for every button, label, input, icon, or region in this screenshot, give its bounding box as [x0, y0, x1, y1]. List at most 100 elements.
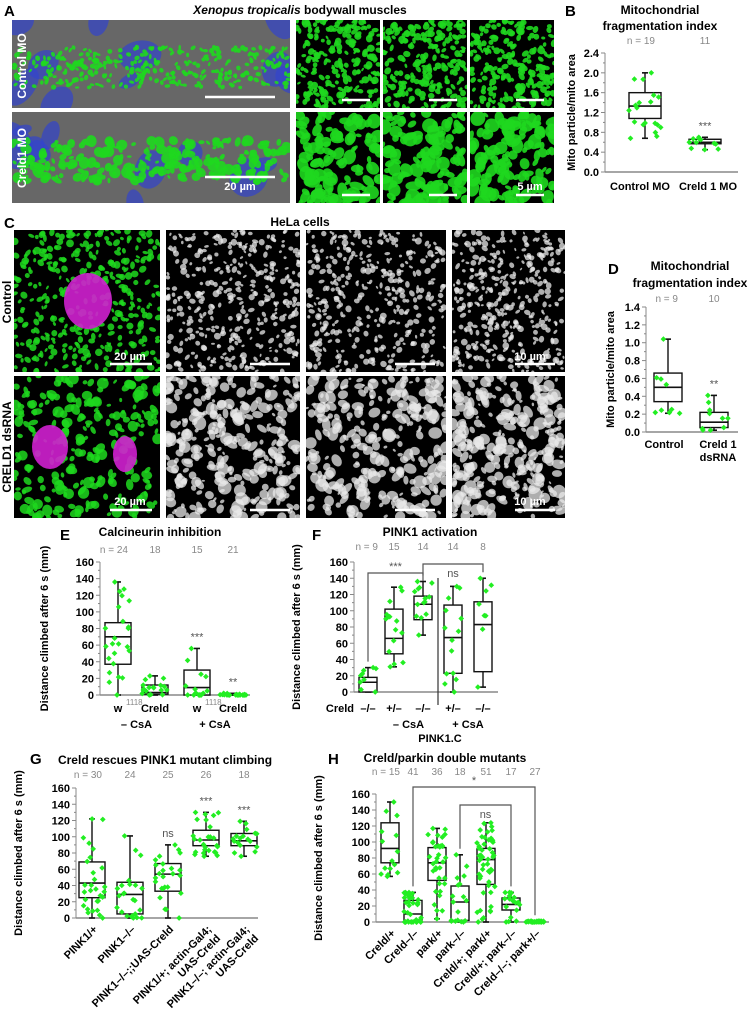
data-point — [184, 657, 191, 664]
y-tick-label: 20 — [358, 901, 370, 913]
mitochondrion-mark — [82, 48, 87, 51]
mitochondrion-mark — [497, 57, 502, 63]
mitochondrion-mark — [49, 230, 55, 237]
mitochondrion-mark — [550, 39, 554, 48]
mitochondrion-mark — [242, 274, 247, 278]
box-iqr — [473, 601, 493, 673]
mitochondrion-mark — [456, 23, 463, 31]
mitochondrion-mark — [116, 246, 121, 252]
mitochondrion-mark — [488, 188, 500, 202]
mitochondrion-mark — [71, 45, 76, 50]
mitochondrion-mark — [41, 305, 44, 310]
mitochondrion-mark — [168, 136, 178, 146]
mitochondrion-mark — [383, 119, 392, 135]
mitochondrion-mark — [336, 48, 343, 55]
mitochondrion-mark — [435, 157, 442, 164]
mitochondrion-mark — [341, 239, 349, 247]
data-point — [126, 597, 133, 604]
mitochondrion-mark — [117, 324, 123, 330]
mitochondrion-mark — [250, 279, 256, 284]
mitochondrion-mark — [169, 80, 174, 85]
mitochondrion-mark — [42, 248, 48, 253]
mitochondrion-mark — [35, 311, 40, 318]
mitochondrion-mark — [225, 362, 232, 368]
mitochondrion-mark — [395, 304, 401, 309]
mitochondrion-mark — [241, 344, 245, 348]
mitochondrion-mark — [484, 62, 489, 67]
mitochondrion-mark — [98, 84, 104, 88]
mitochondrion-mark — [449, 93, 458, 99]
panel-a-label: A — [4, 3, 15, 20]
mitochondrion-mark — [268, 49, 272, 55]
mitochondrion-mark — [130, 341, 137, 349]
mitochondrion-mark — [485, 118, 500, 133]
panel-label: B — [565, 3, 576, 20]
y-tick-label: 0 — [364, 917, 370, 929]
mitochondrion-mark — [125, 367, 132, 372]
data-point — [701, 146, 708, 153]
mitochondrion-mark — [548, 97, 553, 102]
mitochondrion-mark — [430, 79, 434, 85]
data-point — [147, 673, 153, 679]
mitochondrion-mark — [171, 292, 176, 297]
mitochondrion-mark — [231, 355, 236, 361]
mitochondrion-mark — [87, 69, 94, 76]
y-tick-label: 20 — [58, 897, 70, 909]
mitochondrion-mark — [19, 155, 28, 161]
group-label: – CsA — [121, 719, 152, 731]
category-label: dsRNA — [700, 452, 737, 464]
data-point — [99, 816, 106, 823]
mitochondrion-mark — [355, 60, 360, 63]
mitochondrion-mark — [354, 25, 361, 31]
mitochondrion-mark — [384, 95, 392, 103]
mitochondrion-mark — [98, 333, 102, 338]
mitochondrion-mark — [263, 68, 267, 73]
data-point — [115, 604, 122, 610]
data-point — [106, 679, 113, 686]
mitochondrion-mark — [219, 331, 227, 337]
bracket-label: *** — [389, 561, 403, 573]
mitochondrion-mark — [422, 67, 429, 73]
mitochondrion-mark — [192, 233, 196, 236]
mitochondrion-mark — [134, 355, 139, 360]
mitochondrion-mark — [100, 344, 105, 350]
mitochondrion-mark — [283, 256, 287, 260]
mitochondrion-mark — [232, 333, 239, 339]
mitochondrion-mark — [238, 85, 243, 90]
mitochondrion-mark — [264, 48, 269, 53]
mitochondrion-mark — [371, 79, 377, 85]
mitochondrion-mark — [253, 77, 259, 83]
mitochondrion-mark — [20, 358, 24, 363]
mitochondrion-mark — [506, 28, 514, 37]
mitochondrion-mark — [544, 92, 549, 98]
mitochondrion-mark — [197, 364, 203, 369]
mitochondrion-mark — [34, 368, 40, 372]
mitochondrion-mark — [445, 21, 453, 27]
mitochondrion-mark — [217, 76, 222, 80]
mitochondrion-mark — [329, 83, 336, 88]
mitochondrion-mark — [186, 293, 191, 299]
mitochondrion-mark — [58, 257, 63, 262]
mitochondrion-mark — [397, 89, 404, 97]
mitochondrion-mark — [434, 62, 442, 70]
mitochondrion-mark — [244, 313, 249, 318]
mitochondrion-mark — [183, 60, 188, 65]
mitochondrion-mark — [394, 70, 400, 76]
mitochondrion-mark — [254, 369, 259, 372]
mitochondrion-mark — [135, 328, 142, 335]
mitochondrion-mark — [526, 25, 534, 31]
mitochondrion-mark — [253, 268, 259, 274]
mitochondrion-mark — [167, 175, 171, 179]
mitochondrion-mark — [473, 39, 480, 45]
y-tick-label: 2.0 — [584, 68, 599, 80]
y-tick-label: 140 — [330, 573, 348, 585]
mitochondrion-mark — [118, 82, 123, 87]
mitochondrion-mark — [117, 342, 123, 347]
mitochondrion-mark — [396, 231, 401, 235]
mitochondrion-mark — [480, 49, 484, 54]
box-3 — [442, 583, 465, 695]
mitochondrion-mark — [521, 50, 529, 57]
mitochondrion-mark — [229, 263, 233, 266]
mitochondrion-mark — [278, 147, 284, 152]
mitochondrion-mark — [499, 48, 505, 54]
